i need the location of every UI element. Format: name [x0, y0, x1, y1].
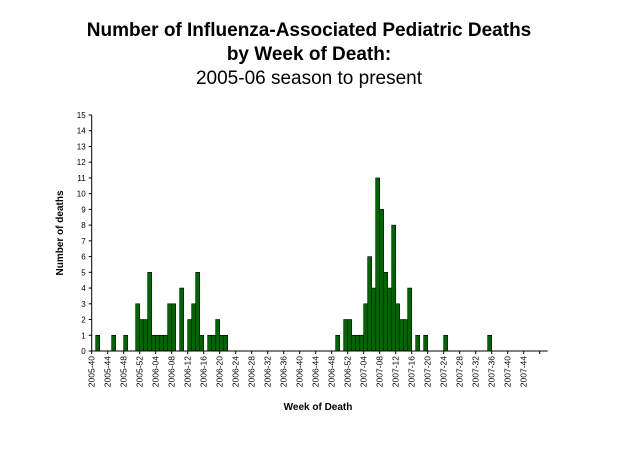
bar-2006-21: [223, 334, 228, 352]
bar-2005-52: [139, 319, 144, 352]
x-tick-label: 2007-28: [455, 356, 465, 387]
bar-2005-51: [135, 303, 140, 352]
bar-2006-18: [211, 334, 216, 352]
x-tick-label: 2005-48: [119, 356, 129, 387]
bar-2006-10: [179, 287, 184, 352]
y-tick-label: 8: [81, 221, 86, 230]
y-tick-label: 10: [77, 190, 86, 199]
y-tick-label: 6: [81, 253, 86, 262]
bar-2007-24: [443, 334, 449, 352]
bar-2006-12: [187, 319, 192, 352]
x-tick-label: 2007-16: [407, 356, 417, 387]
bar-2006-20: [219, 334, 224, 352]
bar-2007-07: [375, 177, 381, 352]
x-tick-label: 2007-32: [471, 356, 481, 387]
x-tick-label: 2007-44: [519, 356, 529, 387]
y-tick-label: 0: [81, 347, 86, 356]
x-tick-label: 2007-12: [391, 356, 401, 387]
bar-2007-03: [359, 334, 365, 352]
chart-subtitle: 2005-06 season to present: [195, 68, 423, 89]
bar-2007-05: [367, 256, 373, 352]
x-tick-label: 2007-24: [439, 356, 449, 387]
x-tick-label: 2007-36: [487, 356, 497, 387]
chart-title-line-2: by Week of Death:: [226, 44, 392, 65]
x-tick-label: 2007-20: [423, 356, 433, 387]
bar-2006-01: [143, 319, 148, 352]
y-tick-label: 15: [77, 111, 86, 120]
bar-2006-14: [195, 272, 200, 352]
bar-2005-48: [123, 334, 128, 352]
bar-2007-15: [407, 287, 413, 352]
y-tick-label: 13: [77, 142, 86, 151]
y-tick-label: 7: [81, 237, 86, 246]
bar-2005-45: [111, 334, 116, 352]
y-axis-label: Number of deaths: [55, 190, 66, 275]
bar-2007-10: [387, 287, 393, 352]
x-tick-label: 2006-48: [327, 356, 337, 387]
x-tick-label: 2005-52: [135, 356, 145, 387]
x-tick-label: 2006-04: [151, 356, 161, 387]
x-tick-label: 2006-44: [311, 356, 321, 387]
bar-2007-09: [383, 272, 389, 352]
bar-2007-35: [487, 334, 493, 352]
y-tick-label: 12: [77, 158, 86, 167]
x-tick-label: 2005-44: [103, 356, 113, 387]
bar-2005-41: [95, 334, 100, 352]
y-tick-label: 2: [81, 316, 86, 325]
bar-2006-02: [147, 272, 152, 352]
bar-2007-11: [391, 224, 397, 352]
bar-2007-19: [423, 334, 429, 352]
x-tick-label: 2006-28: [247, 356, 257, 387]
x-tick-label: 2007-04: [359, 356, 369, 387]
x-tick-label: 2006-20: [215, 356, 225, 387]
x-tick-label: 2006-12: [183, 356, 193, 387]
bar-2006-05: [159, 334, 164, 352]
chart-title-line-1: Number of Influenza-Associated Pediatric…: [86, 20, 532, 41]
x-tick-label: 2006-16: [199, 356, 209, 387]
bar-2006-17: [207, 334, 212, 352]
y-tick-label: 14: [77, 127, 86, 136]
bar-2006-51: [343, 319, 349, 352]
bar-2007-17: [415, 334, 421, 352]
bar-2006-04: [155, 334, 160, 352]
bar-2006-52: [347, 319, 353, 352]
x-tick-label: 2006-08: [167, 356, 177, 387]
bar-2007-13: [399, 319, 405, 352]
bar-2006-08: [171, 303, 176, 352]
y-tick-label: 9: [81, 205, 86, 214]
bar-2007-12: [395, 303, 401, 352]
x-tick-label: 2005-40: [87, 356, 97, 387]
y-tick-label: 3: [81, 300, 86, 309]
y-tick-label: 4: [81, 284, 86, 293]
bar-2007-01: [351, 334, 357, 352]
bar-2006-15: [199, 334, 204, 352]
x-tick-label: 2006-36: [279, 356, 289, 387]
x-axis-label: Week of Death: [284, 402, 353, 413]
x-tick-label: 2006-52: [343, 356, 353, 387]
bar-2007-04: [363, 303, 369, 352]
x-tick-label: 2007-40: [503, 356, 513, 387]
y-tick-label: 1: [81, 331, 86, 340]
bar-2007-06: [371, 287, 377, 352]
bar-2006-06: [163, 334, 168, 352]
bar-2006-07: [167, 303, 172, 352]
x-tick-label: 2006-24: [231, 356, 241, 387]
bar-2007-08: [379, 209, 385, 352]
bar-2006-19: [215, 319, 220, 352]
bar-2006-03: [151, 334, 156, 352]
y-tick-label: 11: [77, 174, 86, 183]
bar-2006-49: [335, 334, 341, 352]
x-tick-label: 2006-40: [295, 356, 305, 387]
bar-2007-02: [355, 334, 361, 352]
x-tick-label: 2007-08: [375, 356, 385, 387]
x-tick-label: 2006-32: [263, 356, 273, 387]
bar-2006-13: [191, 303, 196, 352]
y-tick-label: 5: [81, 268, 86, 277]
bar-2007-14: [403, 319, 409, 352]
